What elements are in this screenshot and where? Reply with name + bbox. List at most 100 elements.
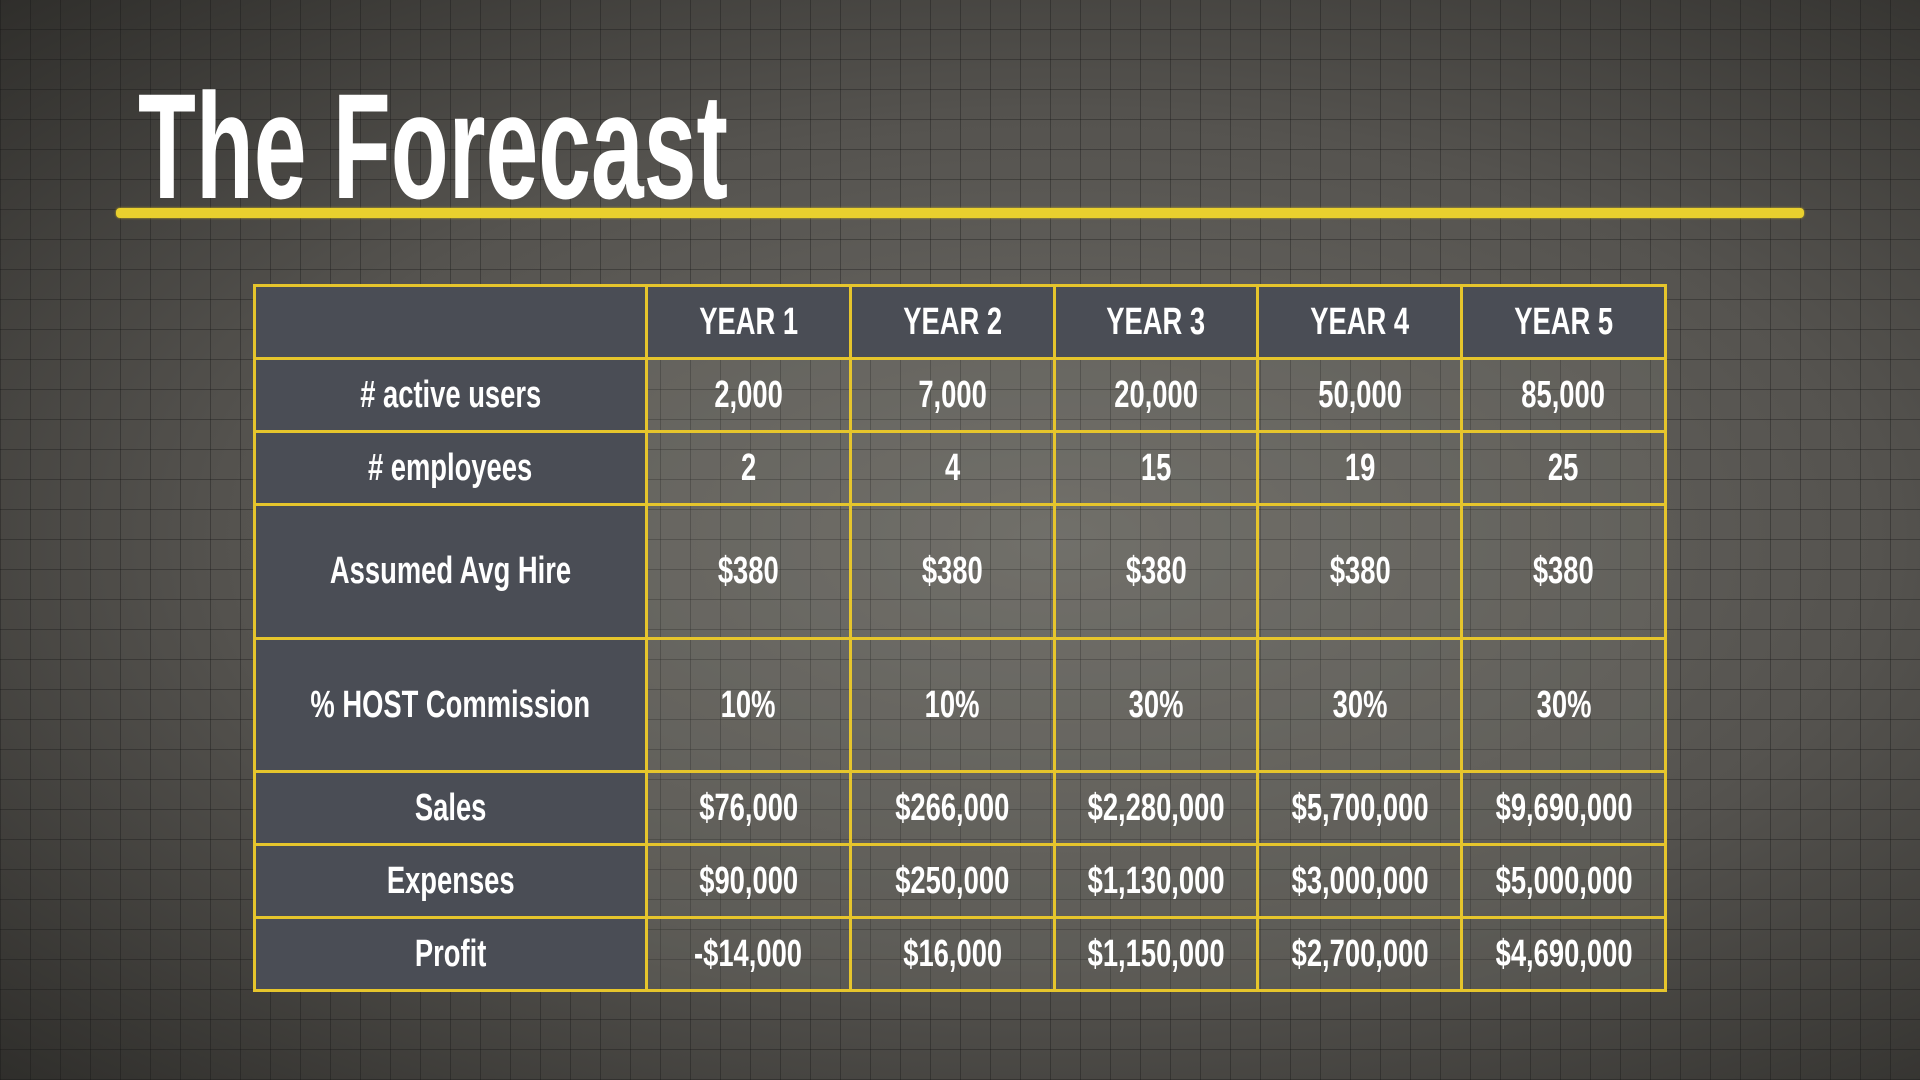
- row-label-text: # active users: [359, 373, 542, 416]
- table-cell: $5,000,000: [1460, 843, 1667, 919]
- cell-text: 50,000: [1317, 373, 1402, 416]
- column-header-text: YEAR 5: [1514, 300, 1614, 343]
- row-label: % HOST Commission: [253, 637, 648, 773]
- table-cell: $380: [1256, 503, 1464, 640]
- cell-text: $90,000: [698, 859, 798, 902]
- cell-text: 20,000: [1114, 373, 1198, 416]
- cell-text: $380: [1125, 550, 1187, 592]
- table-row: % HOST Commission 10% 10% 30% 30% 30%: [253, 637, 1667, 773]
- cell-text: $5,700,000: [1291, 786, 1429, 829]
- table-cell: $76,000: [645, 770, 852, 846]
- cell-text: 7,000: [917, 373, 987, 416]
- title-box: The Forecast: [138, 62, 728, 218]
- column-header: YEAR 5: [1460, 284, 1667, 360]
- column-header-text: YEAR 3: [1106, 300, 1206, 343]
- cell-text: $3,000,000: [1291, 859, 1429, 902]
- column-header: YEAR 3: [1052, 284, 1260, 360]
- table-cell: 15: [1052, 430, 1260, 506]
- column-header: YEAR 4: [1256, 284, 1464, 360]
- cell-text: 10%: [721, 683, 776, 726]
- table-cell: 30%: [1460, 637, 1667, 773]
- column-header: YEAR 2: [848, 284, 1056, 360]
- table-cell: 25: [1460, 430, 1667, 506]
- row-label: Profit: [253, 916, 648, 992]
- column-header-text: YEAR 4: [1310, 300, 1410, 343]
- header-row: YEAR 1 YEAR 2 YEAR 3 YEAR 4 YEAR 5: [253, 284, 1667, 360]
- table-row: Assumed Avg Hire $380 $380 $380 $380 $380: [253, 503, 1667, 640]
- cell-text: 15: [1140, 446, 1172, 489]
- table-cell: 30%: [1052, 637, 1260, 773]
- table-cell: 30%: [1256, 637, 1464, 773]
- row-label: Assumed Avg Hire: [253, 503, 648, 640]
- title-underline: [116, 208, 1804, 218]
- cell-text: $5,000,000: [1495, 859, 1633, 902]
- cell-text: -$14,000: [694, 932, 803, 975]
- table-row: # employees 2 4 15 19 25: [253, 430, 1667, 506]
- table-cell: 50,000: [1256, 357, 1464, 433]
- table-cell: $90,000: [645, 843, 852, 919]
- cell-text: 10%: [924, 683, 980, 726]
- table-cell: $2,700,000: [1256, 916, 1464, 992]
- cell-text: $380: [1329, 550, 1391, 592]
- table-row: Expenses $90,000 $250,000 $1,130,000 $3,000,…: [253, 843, 1667, 919]
- column-header-text: YEAR 1: [698, 300, 798, 343]
- row-label-text: Profit: [414, 932, 487, 975]
- table-cell: $250,000: [848, 843, 1056, 919]
- row-label-text: Assumed Avg Hire: [329, 550, 572, 592]
- cell-text: $1,150,000: [1087, 932, 1225, 975]
- row-label-text: Expenses: [386, 859, 515, 902]
- cell-text: $380: [1533, 550, 1595, 592]
- table-cell: 2,000: [645, 357, 852, 433]
- table-cell: 2: [645, 430, 852, 506]
- cell-text: $250,000: [895, 859, 1010, 902]
- cell-text: $76,000: [698, 786, 798, 829]
- cell-text: $16,000: [902, 932, 1002, 975]
- table-cell: 4: [848, 430, 1056, 506]
- corner-cell: [253, 284, 648, 360]
- forecast-table: YEAR 1 YEAR 2 YEAR 3 YEAR 4 YEAR 5 # active …: [253, 284, 1667, 992]
- table-cell: $266,000: [848, 770, 1056, 846]
- row-label: # employees: [253, 430, 648, 506]
- table-cell: $380: [1052, 503, 1260, 640]
- cell-text: $9,690,000: [1495, 786, 1633, 829]
- title: The Forecast: [138, 62, 728, 218]
- cell-text: 30%: [1128, 683, 1184, 726]
- cell-text: $380: [717, 550, 779, 592]
- row-label-text: # employees: [368, 446, 533, 489]
- cell-text: 25: [1548, 446, 1579, 489]
- table-cell: $4,690,000: [1460, 916, 1667, 992]
- cell-text: $2,700,000: [1291, 932, 1429, 975]
- cell-text: 2: [740, 446, 757, 489]
- table-cell: $5,700,000: [1256, 770, 1464, 846]
- cell-text: $4,690,000: [1495, 932, 1633, 975]
- table-cell: $1,130,000: [1052, 843, 1260, 919]
- table-cell: $380: [645, 503, 852, 640]
- column-header: YEAR 1: [645, 284, 852, 360]
- cell-text: 85,000: [1521, 373, 1606, 416]
- table-cell: $3,000,000: [1256, 843, 1464, 919]
- table-row: # active users 2,000 7,000 20,000 50,000 85,0…: [253, 357, 1667, 433]
- cell-text: 30%: [1332, 683, 1388, 726]
- cell-text: 2,000: [714, 373, 783, 416]
- table-row: Profit -$14,000 $16,000 $1,150,000 $2,700,00…: [253, 916, 1667, 992]
- column-header-text: YEAR 2: [902, 300, 1002, 343]
- row-label-text: % HOST Commission: [310, 683, 591, 726]
- row-label-text: Sales: [414, 786, 487, 829]
- cell-text: $380: [921, 550, 983, 592]
- cell-text: $266,000: [895, 786, 1010, 829]
- row-label: Sales: [253, 770, 648, 846]
- cell-text: $2,280,000: [1087, 786, 1225, 829]
- table-cell: $2,280,000: [1052, 770, 1260, 846]
- table-cell: $380: [848, 503, 1056, 640]
- table-cell: $9,690,000: [1460, 770, 1667, 846]
- cell-text: 4: [944, 446, 960, 489]
- row-label: Expenses: [253, 843, 648, 919]
- cell-text: 19: [1344, 446, 1376, 489]
- table-cell: $16,000: [848, 916, 1056, 992]
- table-row: Sales $76,000 $266,000 $2,280,000 $5,700,000…: [253, 770, 1667, 846]
- cell-text: $1,130,000: [1087, 859, 1225, 902]
- table-cell: 85,000: [1460, 357, 1667, 433]
- table-cell: 19: [1256, 430, 1464, 506]
- cell-text: 30%: [1536, 683, 1591, 726]
